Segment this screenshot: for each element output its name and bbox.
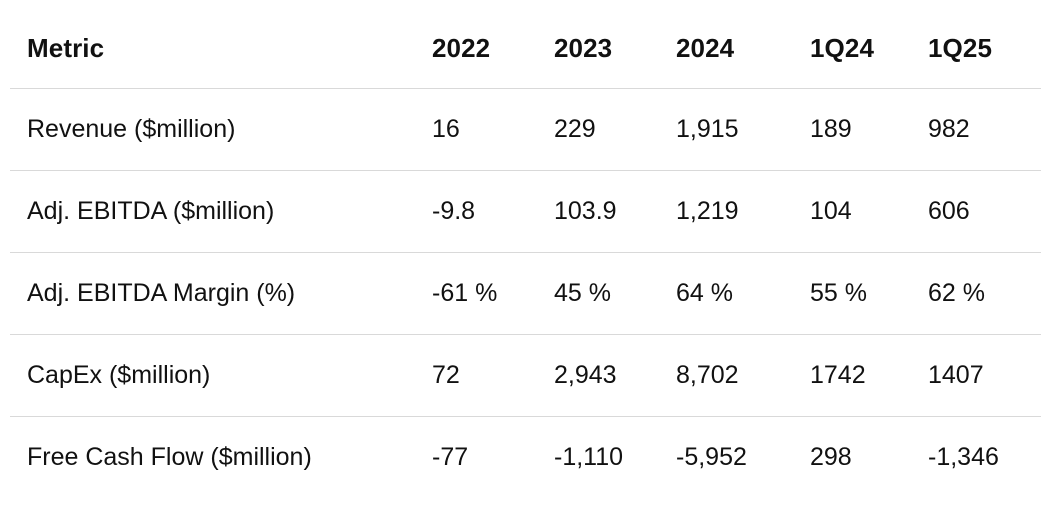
table-cell: 64 %	[659, 252, 793, 335]
table-cell: 1,219	[659, 170, 793, 253]
table-header: Metric 2022 2023 2024 1Q24 1Q25	[10, 8, 1041, 89]
row-label-revenue: Revenue ($million)	[10, 88, 415, 171]
header-2023: 2023	[537, 8, 659, 89]
table-row: CapEx ($million) 72 2,943 8,702 1742 140…	[10, 334, 1041, 417]
table-cell: 982	[911, 88, 1041, 171]
table-cell: 8,702	[659, 334, 793, 417]
table-cell: 103.9	[537, 170, 659, 253]
row-label-adj-ebitda-margin: Adj. EBITDA Margin (%)	[10, 252, 415, 335]
table-cell: 45 %	[537, 252, 659, 335]
table-cell: 104	[793, 170, 911, 253]
table-cell: 298	[810, 443, 852, 471]
table-cell: 1,915	[659, 88, 793, 171]
table-cell: -1,346	[928, 443, 999, 471]
header-2022: 2022	[415, 8, 537, 89]
header-row: Metric 2022 2023 2024 1Q24 1Q25	[10, 8, 1041, 89]
table-cell: 16	[415, 88, 537, 171]
row-label-adj-ebitda: Adj. EBITDA ($million)	[10, 170, 415, 253]
table-cell: -5,952	[676, 443, 747, 471]
table-row: Adj. EBITDA Margin (%) -61 % 45 % 64 % 5…	[10, 252, 1041, 335]
table-cell: 55 %	[793, 252, 911, 335]
table-cell: 189	[793, 88, 911, 171]
table-cell: -61 %	[415, 252, 537, 335]
row-label-capex: CapEx ($million)	[10, 334, 415, 417]
table-row: Free Cash Flow ($million) -77 -1,110 -5,…	[10, 417, 1041, 499]
table-cell: 72	[415, 334, 537, 417]
table-cell: 1742	[793, 334, 911, 417]
table-cell: 229	[537, 88, 659, 171]
header-metric: Metric	[10, 8, 415, 89]
header-1q25: 1Q25	[911, 8, 1041, 89]
header-1q24: 1Q24	[793, 8, 911, 89]
table-cell: -77	[432, 443, 469, 471]
table-cell: 62 %	[911, 252, 1041, 335]
table-cell: 2,943	[537, 334, 659, 417]
table-body: Revenue ($million) 16 229 1,915 189 982 …	[10, 88, 1041, 499]
table-row: Revenue ($million) 16 229 1,915 189 982	[10, 88, 1041, 171]
table-row: Adj. EBITDA ($million) -9.8 103.9 1,219 …	[10, 170, 1041, 253]
table-cell: 606	[911, 170, 1041, 253]
financial-metrics-table: Metric 2022 2023 2024 1Q24 1Q25 Revenue …	[10, 8, 1041, 498]
financial-metrics-table-container: Metric 2022 2023 2024 1Q24 1Q25 Revenue …	[10, 8, 1041, 498]
table-cell: -1,110	[554, 443, 624, 471]
header-2024: 2024	[659, 8, 793, 89]
table-cell: 1407	[911, 334, 1041, 417]
row-label-free-cash-flow: Free Cash Flow ($million)	[27, 443, 312, 471]
table-cell: -9.8	[415, 170, 537, 253]
